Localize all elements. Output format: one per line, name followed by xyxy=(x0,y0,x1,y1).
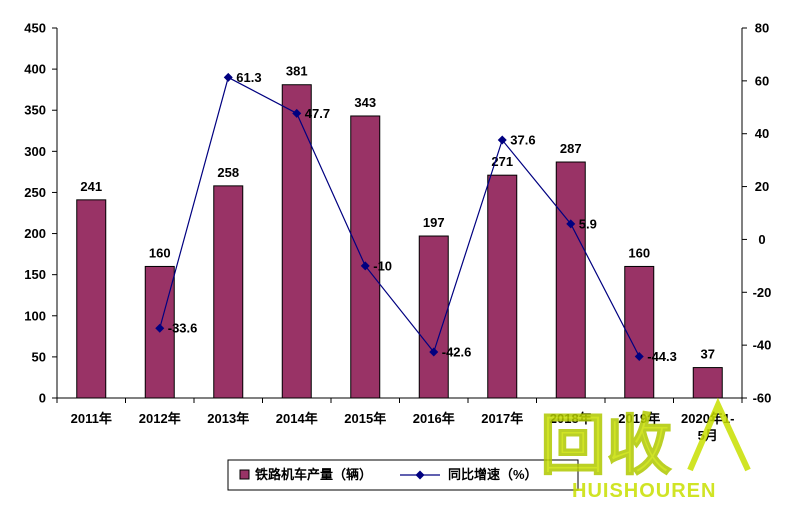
x-tick-label: 2012年 xyxy=(139,411,181,426)
legend-label-bar: 铁路机车产量（辆） xyxy=(254,467,372,482)
line-value-label: 61.3 xyxy=(236,70,261,85)
line-value-label: 47.7 xyxy=(305,106,330,121)
bar-value-label: 343 xyxy=(354,95,376,110)
y-right-tick-label: 20 xyxy=(755,179,769,194)
y-left-tick-label: 400 xyxy=(24,62,46,77)
watermark-peak-icon xyxy=(687,397,751,472)
line-point xyxy=(360,261,370,271)
bar xyxy=(213,185,244,399)
line-value-label: 37.6 xyxy=(510,133,535,148)
y-right-tick-label: -60 xyxy=(753,391,772,406)
line-value-label: -44.3 xyxy=(647,349,677,364)
y-left-tick-label: 200 xyxy=(24,226,46,241)
line-value-label: -10 xyxy=(373,258,392,273)
bar-value-label: 258 xyxy=(217,165,239,180)
bar-value-label: 381 xyxy=(286,64,308,79)
x-tick-label: 2015年 xyxy=(344,411,386,426)
bar-value-label: 287 xyxy=(560,141,582,156)
x-tick-label: 2019年 xyxy=(618,411,660,426)
line-point xyxy=(429,347,439,357)
bar-value-label: 241 xyxy=(80,179,102,194)
bar xyxy=(692,367,723,399)
y-left-tick-label: 0 xyxy=(39,391,46,406)
x-tick-label: 2017年 xyxy=(481,411,523,426)
y-left-tick-label: 450 xyxy=(24,21,46,36)
bar-value-label: 197 xyxy=(423,215,445,230)
watermark-sub-text: HUISHOUREN xyxy=(572,480,716,500)
bar xyxy=(350,115,381,399)
y-left-tick-label: 350 xyxy=(24,103,46,118)
x-tick-label: 2013年 xyxy=(207,411,249,426)
y-left-tick-label: 100 xyxy=(24,308,46,323)
y-right-tick-label: 80 xyxy=(755,21,769,36)
bar-value-label: 37 xyxy=(701,347,715,362)
line-value-label: -42.6 xyxy=(442,345,472,360)
legend-marker xyxy=(415,470,425,480)
x-tick-label: 2011年 xyxy=(71,411,112,426)
y-right-tick-label: 0 xyxy=(758,232,765,247)
y-left-tick-label: 150 xyxy=(24,267,46,282)
y-left-tick-label: 50 xyxy=(32,349,46,364)
y-right-tick-label: 40 xyxy=(755,126,769,141)
x-tick-label: 2016年 xyxy=(413,411,455,426)
y-left-tick-label: 250 xyxy=(24,185,46,200)
bar xyxy=(487,174,518,399)
legend-label-line: 同比增速（%） xyxy=(448,467,538,482)
bar-value-label: 160 xyxy=(628,245,650,260)
y-right-tick-label: -20 xyxy=(753,285,772,300)
legend-swatch-bar xyxy=(239,469,250,480)
line-point xyxy=(223,72,233,82)
line-value-label: -33.6 xyxy=(168,321,198,336)
bar xyxy=(555,161,586,399)
line-point xyxy=(155,323,165,333)
bar xyxy=(624,265,655,399)
bar-value-label: 160 xyxy=(149,245,171,260)
y-left-tick-label: 300 xyxy=(24,144,46,159)
bar xyxy=(418,235,449,399)
line-point xyxy=(292,108,302,118)
bar xyxy=(76,199,107,399)
line-point xyxy=(634,352,644,362)
x-tick-label: 2014年 xyxy=(276,411,318,426)
x-tick-label: 2018年 xyxy=(550,411,592,426)
line-point xyxy=(566,219,576,229)
growth-line xyxy=(159,76,640,357)
line-point xyxy=(497,135,507,145)
y-right-tick-label: -40 xyxy=(753,338,772,353)
bar xyxy=(281,84,312,399)
watermark-main-text: 回收 xyxy=(540,408,672,482)
line-value-label: 5.9 xyxy=(579,216,597,231)
y-right-tick-label: 60 xyxy=(755,73,769,88)
